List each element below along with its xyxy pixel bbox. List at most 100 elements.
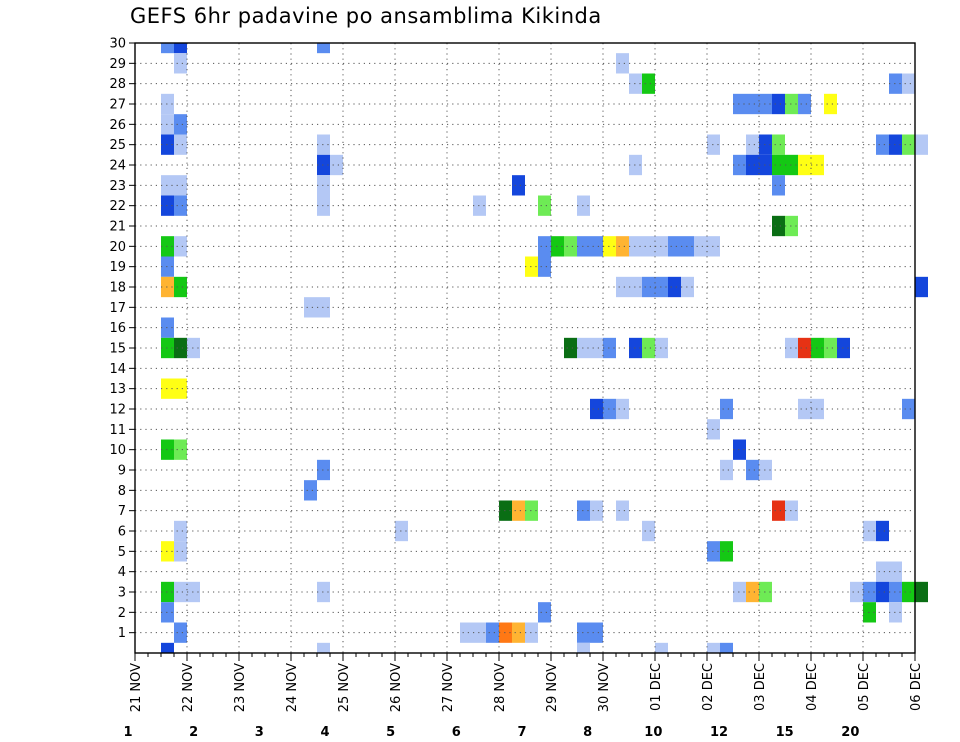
heatmap-cell [681,236,694,257]
y-tick-label: 26 [109,118,126,133]
heatmap-cell [759,93,772,115]
x-tick-label: 30 NOV [597,663,612,712]
heatmap-cell [720,459,733,481]
heatmap-cell [772,134,785,155]
y-tick-label: 30 [109,37,126,52]
heatmap-cell [642,73,655,94]
y-tick-label: 6 [118,525,126,540]
heatmap-cell [174,541,187,562]
heatmap-cell [174,236,187,257]
heatmap-cell [161,256,174,277]
heatmap-cell [772,500,785,521]
y-tick-label: 28 [109,77,126,92]
heatmap-cell [785,500,798,521]
x-tick-label: 28 NOV [493,663,508,712]
heatmap-cell [590,622,603,643]
colorbar-label: 6 [452,725,461,740]
heatmap-cell [642,276,655,298]
heatmap-cell [798,337,811,359]
heatmap-cell [902,73,915,94]
grid-layer [135,43,915,653]
heatmap-cell [317,459,330,481]
heatmap-cell [824,93,837,115]
heatmap-cell [915,134,928,155]
heatmap-cell [317,581,330,603]
heatmap-cell [174,134,187,155]
heatmap-cell [902,398,915,420]
heatmap-cell [174,114,187,135]
heatmap-cell [655,236,668,257]
heatmap-cell [785,215,798,237]
chart-title: GEFS 6hr padavine po ansamblima Kikinda [130,4,602,28]
heatmap-cell [681,276,694,298]
heatmap-cell [395,520,408,542]
cells-layer [161,43,928,653]
heatmap-cell [837,337,850,359]
y-tick-label: 16 [109,321,126,336]
heatmap-cell [629,73,642,94]
heatmap-cell [642,337,655,359]
heatmap-cell [564,236,577,257]
heatmap-cell [616,500,629,521]
heatmap-cell [161,43,174,54]
heatmap-cell [811,337,824,359]
heatmap-cell [798,154,811,176]
heatmap-cell [707,134,720,155]
heatmap-cell [629,276,642,298]
heatmap-cell [577,195,590,216]
heatmap-cell [174,276,187,298]
y-tick-label: 15 [109,342,126,357]
heatmap-cell [733,581,746,603]
heatmap-cell [889,561,902,582]
heatmap-cell [746,134,759,155]
heatmap-cell [629,337,642,359]
y-tick-label: 24 [109,159,126,174]
heatmap-cell [161,276,174,298]
heatmap-cell [603,236,616,257]
heatmap-cell [538,236,551,257]
y-tick-label: 11 [109,423,126,438]
heatmap-cell [863,581,876,603]
heatmap-cell [889,581,902,603]
y-tick-label: 9 [118,464,126,479]
heatmap-cell [317,195,330,216]
heatmap-cell [629,236,642,257]
heatmap-cell [889,602,902,623]
heatmap-cell [902,581,915,603]
heatmap-cell [174,53,187,74]
y-tick-label: 18 [109,281,126,296]
heatmap-cell [863,520,876,542]
heatmap-cell [525,500,538,521]
x-axis: 21 NOV 22 NOV 23 NOV 24 NOV 25 NOV 26 NOV 27 N… [129,653,924,712]
y-tick-label: 17 [109,301,126,316]
y-tick-label: 5 [118,545,126,560]
x-tick-label: 05 DEC [857,663,872,711]
heatmap-cell [603,398,616,420]
heatmap-cell [876,520,889,542]
y-tick-label: 14 [109,362,126,377]
x-tick-label: 22 NOV [181,663,196,712]
heatmap-cell [720,541,733,562]
x-tick-label: 29 NOV [545,663,560,712]
y-tick-label: 19 [109,260,126,275]
heatmap-cell [538,256,551,277]
heatmap-cell [577,337,590,359]
heatmap-cell [161,195,174,216]
heatmap-cell [174,520,187,542]
heatmap-cell [590,398,603,420]
heatmap-cell [525,256,538,277]
heatmap-cell [174,439,187,460]
heatmap-cell [616,236,629,257]
colorbar-label: 8 [583,725,592,740]
heatmap-cell [915,581,928,603]
heatmap-cell [889,134,902,155]
colorbar-label: 4 [320,725,329,740]
heatmap-cell [187,337,200,359]
heatmap-cell [317,175,330,196]
y-tick-label: 29 [109,57,126,72]
heatmap-cell [720,398,733,420]
x-tick-label: 26 NOV [389,663,404,712]
heatmap-cell [785,93,798,115]
heatmap-cell [590,236,603,257]
x-tick-label: 02 DEC [701,663,716,711]
